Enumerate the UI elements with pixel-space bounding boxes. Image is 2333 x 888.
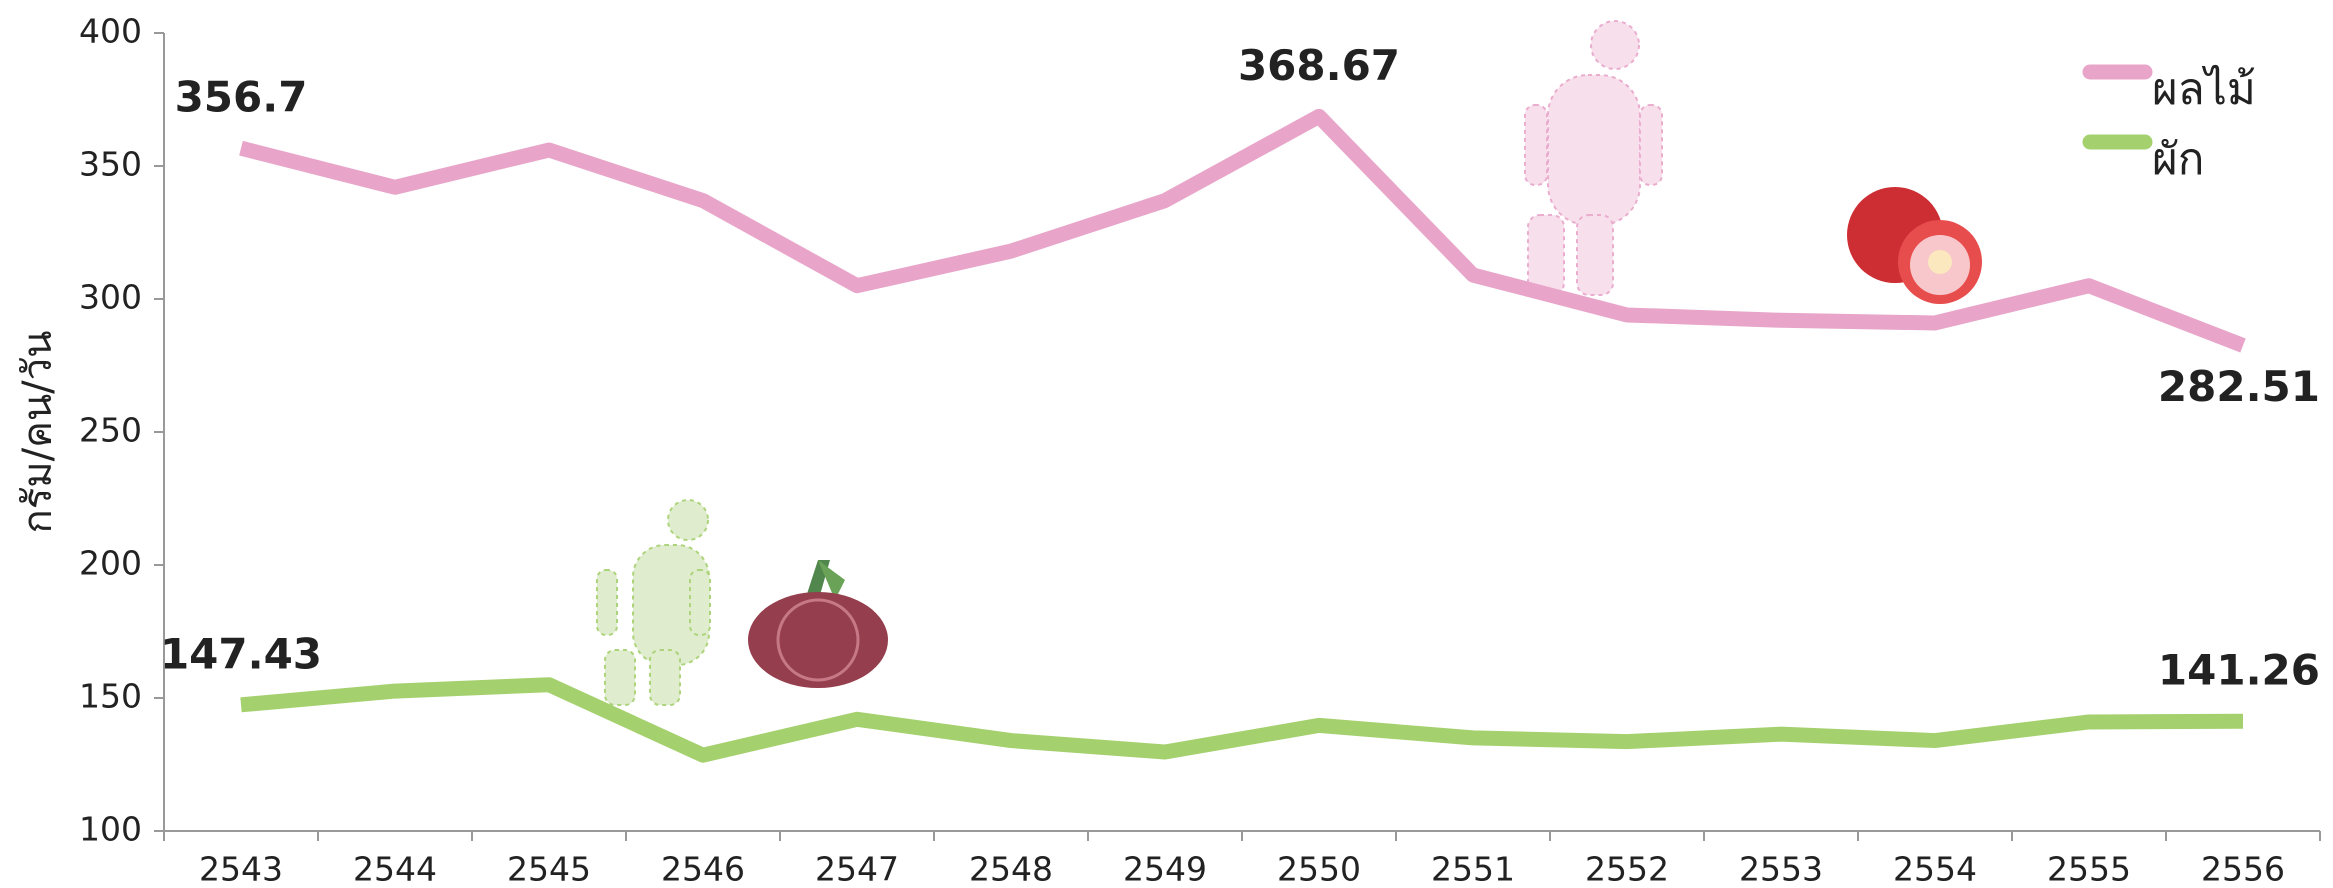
x-tick-label: 2544 <box>353 850 437 888</box>
x-tick-label: 2552 <box>1585 850 1669 888</box>
y-tick-label: 250 <box>79 411 142 450</box>
y-tick-label: 350 <box>79 145 142 184</box>
decoration <box>596 20 1982 706</box>
y-tick-label: 100 <box>79 810 142 849</box>
x-tick-label: 2553 <box>1739 850 1823 888</box>
y-axis-title: กรัม/คน/วัน <box>15 331 61 534</box>
data-label: 282.51 <box>2158 362 2320 411</box>
x-tick-label: 2549 <box>1123 850 1207 888</box>
series-line <box>239 108 2246 353</box>
x-tick-label: 2555 <box>2047 850 2131 888</box>
data-label: 147.43 <box>160 629 322 678</box>
data-label: 368.67 <box>1238 41 1400 90</box>
y-tick-label: 200 <box>79 544 142 583</box>
x-tick-label: 2550 <box>1277 850 1361 888</box>
data-label: 141.26 <box>2158 646 2320 695</box>
y-tick-label: 150 <box>79 677 142 716</box>
legend-label: ผลไม้ <box>2152 64 2256 115</box>
y-tick-label: 400 <box>79 12 142 51</box>
x-tick-label: 2546 <box>661 850 745 888</box>
data-label: 356.7 <box>175 73 308 122</box>
x-tick-label: 2543 <box>199 850 283 888</box>
x-tick-label: 2545 <box>507 850 591 888</box>
x-tick-label: 2556 <box>2201 850 2285 888</box>
y-tick-label: 300 <box>79 278 142 317</box>
legend-label: ผัก <box>2152 134 2204 185</box>
x-tick-label: 2554 <box>1893 850 1977 888</box>
x-tick-label: 2548 <box>969 850 1053 888</box>
series-line <box>240 677 2244 763</box>
x-tick-label: 2547 <box>815 850 899 888</box>
x-tick-label: 2551 <box>1431 850 1515 888</box>
